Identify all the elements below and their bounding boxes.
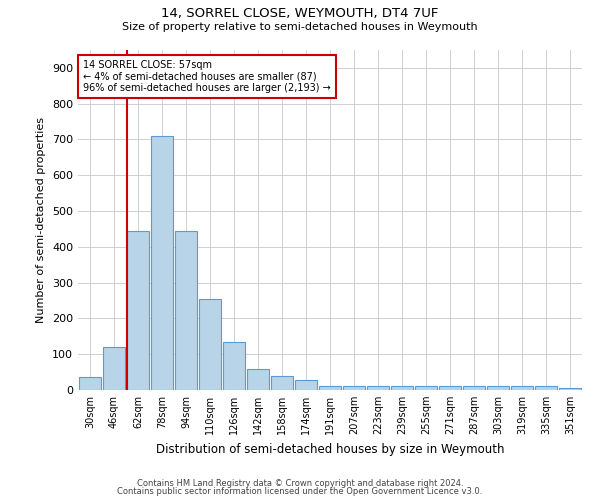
Y-axis label: Number of semi-detached properties: Number of semi-detached properties <box>37 117 46 323</box>
Bar <box>127 230 149 390</box>
Text: Size of property relative to semi-detached houses in Weymouth: Size of property relative to semi-detach… <box>122 22 478 32</box>
Bar <box>343 386 365 390</box>
Bar <box>223 342 245 390</box>
Bar <box>535 386 557 390</box>
Bar <box>151 136 173 390</box>
Bar <box>559 388 581 390</box>
Bar <box>103 347 125 390</box>
Bar <box>415 386 437 390</box>
Bar <box>487 386 509 390</box>
Bar <box>79 378 101 390</box>
Bar <box>439 386 461 390</box>
Text: Contains HM Land Registry data © Crown copyright and database right 2024.: Contains HM Land Registry data © Crown c… <box>137 478 463 488</box>
Bar <box>391 386 413 390</box>
Bar <box>247 368 269 390</box>
Bar <box>295 380 317 390</box>
Bar <box>463 386 485 390</box>
Text: 14, SORREL CLOSE, WEYMOUTH, DT4 7UF: 14, SORREL CLOSE, WEYMOUTH, DT4 7UF <box>161 8 439 20</box>
Bar <box>271 376 293 390</box>
Bar <box>319 386 341 390</box>
Bar <box>367 386 389 390</box>
Text: 14 SORREL CLOSE: 57sqm
← 4% of semi-detached houses are smaller (87)
96% of semi: 14 SORREL CLOSE: 57sqm ← 4% of semi-deta… <box>83 60 331 94</box>
Bar <box>199 298 221 390</box>
Text: Contains public sector information licensed under the Open Government Licence v3: Contains public sector information licen… <box>118 487 482 496</box>
X-axis label: Distribution of semi-detached houses by size in Weymouth: Distribution of semi-detached houses by … <box>156 442 504 456</box>
Bar <box>511 386 533 390</box>
Bar <box>175 230 197 390</box>
